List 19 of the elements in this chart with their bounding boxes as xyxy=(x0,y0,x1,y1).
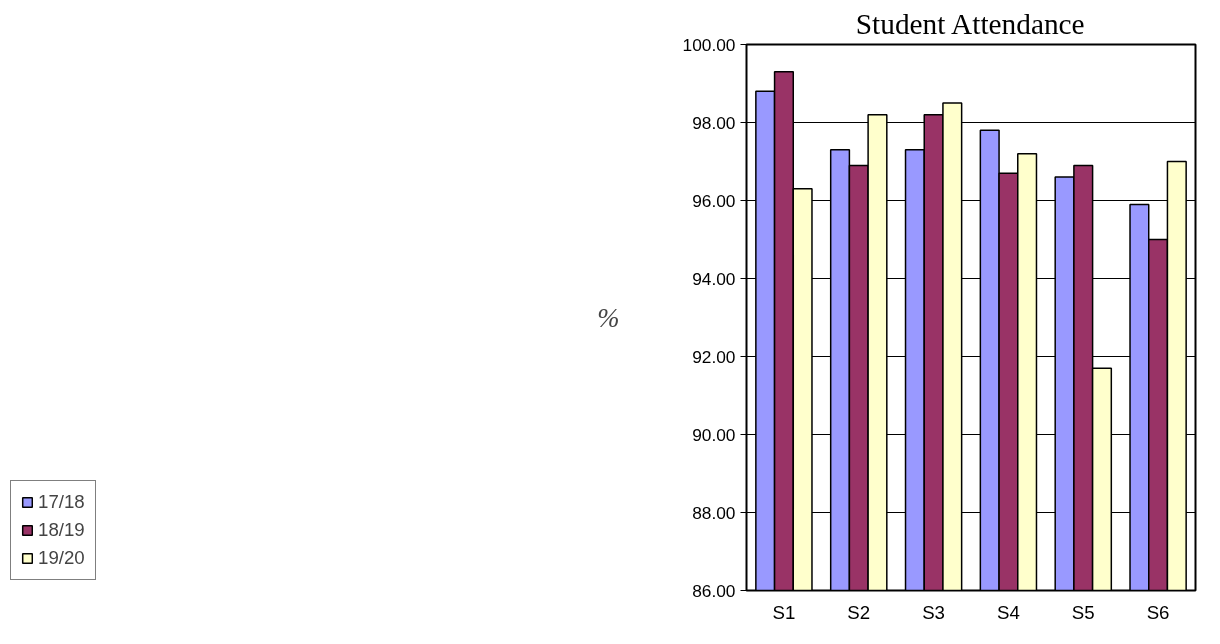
y-tick-label: 96.00 xyxy=(692,190,736,211)
y-tick-label: 90.00 xyxy=(692,424,736,445)
y-tick-label: 98.00 xyxy=(692,112,736,133)
x-tick-label: S3 xyxy=(922,601,945,623)
x-tick-label: S4 xyxy=(997,601,1020,623)
y-tick-label: 92.00 xyxy=(692,346,736,367)
legend-label: 19/20 xyxy=(38,547,85,569)
y-tick-label: 100.00 xyxy=(682,34,736,55)
legend-label: 18/19 xyxy=(38,519,85,541)
y-tick-label: 94.00 xyxy=(692,268,736,289)
y-tick-label: 88.00 xyxy=(692,502,736,523)
chart-title: Student Attendance xyxy=(855,7,1085,40)
y-axis-title: % xyxy=(597,302,620,333)
x-tick-label: S6 xyxy=(1146,601,1170,623)
y-tick-label: 86.00 xyxy=(692,580,736,601)
x-tick-label: S2 xyxy=(847,601,871,623)
legend-label: 17/18 xyxy=(38,491,85,513)
x-tick-label: S5 xyxy=(1071,601,1095,623)
x-tick-label: S1 xyxy=(772,601,796,623)
